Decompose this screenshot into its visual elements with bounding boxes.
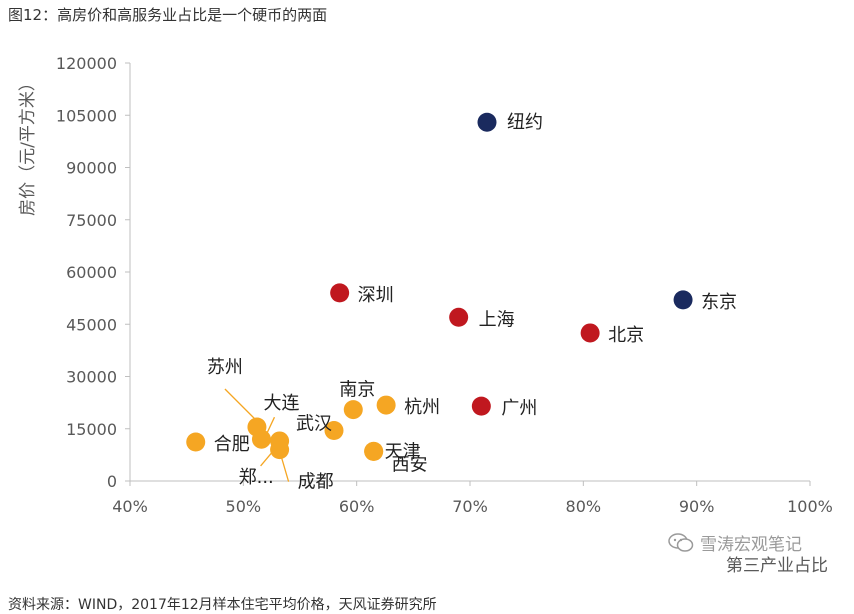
- watermark-text: 雪涛宏观笔记: [700, 535, 802, 555]
- y-tick-label: 90000: [66, 159, 117, 178]
- y-tick-label: 15000: [66, 420, 117, 439]
- data-points: [186, 112, 693, 461]
- data-point: [251, 429, 271, 449]
- point-label: 纽约: [507, 112, 543, 133]
- data-point: [673, 290, 693, 310]
- point-label: 深圳: [358, 285, 394, 306]
- x-tick-label: 90%: [679, 497, 715, 516]
- data-point: [449, 307, 469, 327]
- x-tick-label: 40%: [112, 497, 148, 516]
- x-tick-label: 50%: [226, 497, 262, 516]
- y-tick-label: 0: [107, 472, 117, 491]
- point-label: 南京: [339, 380, 375, 401]
- x-axis-label: 第三产业占比: [726, 556, 828, 576]
- y-tick-label: 45000: [66, 315, 117, 334]
- x-tick-labels: 40% 50% 60% 70% 80% 90% 100%: [112, 481, 833, 516]
- point-label: 合肥: [214, 434, 250, 455]
- y-axis-label: 房价（元/平方米）: [18, 74, 38, 216]
- point-label: 东京: [701, 292, 737, 313]
- leader-line: [265, 416, 276, 435]
- data-point: [376, 395, 396, 415]
- point-label: 北京: [608, 325, 644, 346]
- x-tick-label: 60%: [339, 497, 375, 516]
- point-label: 武汉: [296, 413, 332, 434]
- watermark: 雪涛宏观笔记: [668, 530, 802, 555]
- point-label: 郑...: [239, 467, 274, 488]
- point-label: 大连: [263, 393, 299, 414]
- point-label: 杭州: [404, 397, 440, 418]
- leader-line: [224, 388, 256, 420]
- axes: [129, 63, 810, 482]
- data-point: [330, 283, 350, 303]
- point-label: 苏州: [207, 357, 243, 378]
- y-tick-label: 30000: [66, 368, 117, 387]
- figure-title: 图12：高房价和高服务业占比是一个硬币的两面: [8, 6, 328, 24]
- data-point: [270, 431, 290, 451]
- data-point: [343, 400, 363, 420]
- point-label: 广州: [501, 398, 537, 419]
- data-point: [364, 441, 384, 461]
- point-label: 成都: [298, 472, 334, 493]
- point-label: 西安: [392, 454, 428, 475]
- x-tick-label: 100%: [787, 497, 833, 516]
- x-tick-label: 70%: [452, 497, 488, 516]
- data-point: [324, 420, 344, 440]
- source-note: 资料来源：WIND，2017年12月样本住宅平均价格，天风证券研究所: [8, 597, 437, 613]
- x-tick-label: 80%: [566, 497, 602, 516]
- point-label: 天津: [385, 441, 421, 462]
- data-point: [471, 396, 491, 416]
- y-tick-label: 60000: [66, 263, 117, 282]
- leader-line: [280, 457, 290, 482]
- y-tick-labels: 0 15000 30000 45000 60000 75000 90000 105000 120…: [56, 54, 130, 491]
- y-tick-label: 105000: [56, 106, 117, 125]
- data-point: [186, 432, 206, 452]
- y-tick-label: 120000: [56, 54, 117, 73]
- data-point: [580, 323, 600, 343]
- wechat-icon: [668, 532, 694, 552]
- data-point: [477, 112, 497, 132]
- point-label: 上海: [479, 309, 515, 330]
- y-tick-label: 75000: [66, 211, 117, 230]
